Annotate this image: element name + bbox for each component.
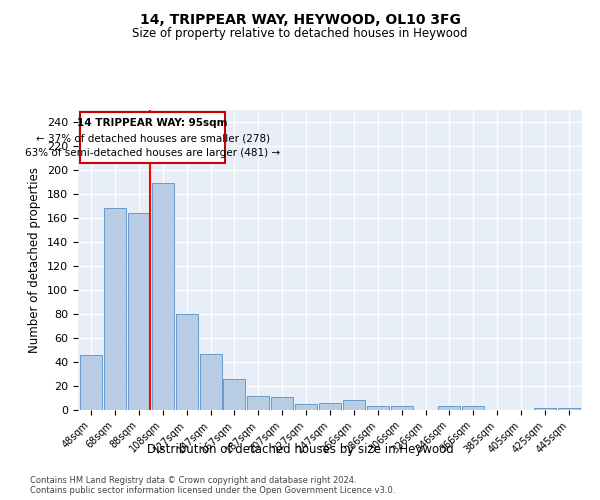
Text: Size of property relative to detached houses in Heywood: Size of property relative to detached ho… [132,28,468,40]
FancyBboxPatch shape [80,112,225,163]
Text: Contains HM Land Registry data © Crown copyright and database right 2024.
Contai: Contains HM Land Registry data © Crown c… [30,476,395,495]
Text: ← 37% of detached houses are smaller (278): ← 37% of detached houses are smaller (27… [35,134,270,143]
Bar [319,403,341,410]
Bar [247,396,269,410]
Bar [80,355,102,410]
Bar [128,213,150,410]
Bar [152,183,174,410]
Text: Distribution of detached houses by size in Heywood: Distribution of detached houses by size … [146,442,454,456]
Bar [200,354,221,410]
Bar [367,406,389,410]
Bar [343,400,365,410]
Bar [104,208,126,410]
Text: 14 TRIPPEAR WAY: 95sqm: 14 TRIPPEAR WAY: 95sqm [77,118,228,128]
Bar [463,406,484,410]
Bar [271,397,293,410]
Bar [534,408,556,410]
Bar [558,408,580,410]
Bar [176,314,197,410]
Bar [295,404,317,410]
Bar [391,406,413,410]
Bar [223,379,245,410]
Y-axis label: Number of detached properties: Number of detached properties [28,167,41,353]
Text: 14, TRIPPEAR WAY, HEYWOOD, OL10 3FG: 14, TRIPPEAR WAY, HEYWOOD, OL10 3FG [140,12,460,26]
Text: 63% of semi-detached houses are larger (481) →: 63% of semi-detached houses are larger (… [25,148,280,158]
Bar [439,406,460,410]
